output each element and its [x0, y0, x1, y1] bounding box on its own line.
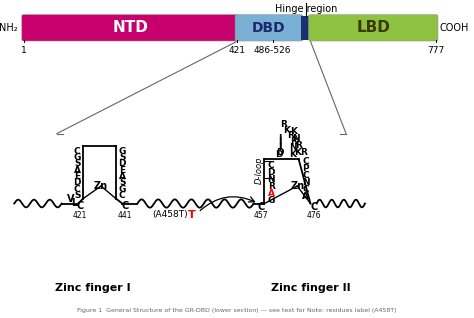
Text: Zn: Zn — [94, 181, 108, 191]
Text: D: D — [276, 148, 283, 157]
Text: D: D — [275, 150, 283, 159]
Text: R: R — [280, 121, 287, 129]
Text: C: C — [310, 202, 318, 212]
Text: G: G — [118, 185, 126, 194]
Text: I: I — [278, 137, 282, 146]
Text: N: N — [289, 143, 297, 152]
Text: N: N — [292, 134, 300, 143]
Text: Figure 1  General Structure of the GR-DBD (lower section) — see text for Note: r: Figure 1 General Structure of the GR-DBD… — [77, 308, 397, 313]
Text: Zinc finger II: Zinc finger II — [271, 283, 350, 293]
Text: K: K — [289, 150, 296, 159]
Text: A: A — [119, 172, 126, 181]
Text: C: C — [74, 185, 81, 194]
Text: KR: KR — [294, 148, 308, 157]
Text: (A458T): (A458T) — [152, 210, 188, 219]
Text: G: G — [118, 147, 126, 156]
Text: S: S — [119, 153, 126, 162]
Text: D: D — [118, 159, 126, 168]
Text: S: S — [74, 191, 81, 200]
Text: N: N — [267, 176, 275, 184]
Text: K: K — [291, 127, 297, 136]
FancyBboxPatch shape — [309, 15, 438, 41]
Text: NH₂: NH₂ — [0, 23, 18, 33]
Text: 476: 476 — [307, 211, 321, 220]
Text: C: C — [74, 147, 81, 156]
Text: C: C — [302, 185, 309, 194]
Text: 421: 421 — [228, 46, 246, 55]
Text: R: R — [287, 131, 294, 140]
Text: A: A — [302, 192, 309, 201]
Text: D: D — [73, 178, 81, 187]
Text: C: C — [77, 201, 84, 211]
Text: I: I — [278, 143, 282, 152]
Text: N: N — [302, 178, 310, 187]
Text: S: S — [119, 178, 126, 187]
Text: R: R — [268, 183, 274, 191]
Text: NTD: NTD — [112, 20, 148, 35]
Text: Zn: Zn — [290, 181, 304, 191]
Text: 441: 441 — [118, 211, 132, 219]
Text: Zinc finger I: Zinc finger I — [55, 283, 130, 293]
Text: C: C — [119, 191, 126, 200]
Text: COOH: COOH — [439, 23, 469, 33]
Text: G: G — [267, 197, 275, 205]
Text: K: K — [283, 126, 290, 135]
Text: 1: 1 — [21, 46, 27, 55]
Text: E: E — [119, 166, 125, 175]
Text: Hinge region: Hinge region — [274, 4, 337, 14]
Text: E: E — [74, 172, 80, 181]
FancyBboxPatch shape — [235, 15, 303, 41]
Text: 777: 777 — [428, 46, 445, 55]
Text: R: R — [295, 141, 302, 150]
Text: D: D — [267, 169, 275, 177]
Text: DBD: DBD — [252, 21, 286, 35]
Text: V: V — [67, 194, 75, 204]
FancyBboxPatch shape — [22, 15, 239, 41]
Text: G: G — [73, 153, 81, 162]
Text: C: C — [257, 202, 264, 212]
Text: 457: 457 — [254, 211, 268, 220]
Text: LBD: LBD — [356, 20, 390, 35]
Text: D-loop: D-loop — [255, 156, 264, 184]
Text: C: C — [268, 162, 274, 170]
Text: C: C — [302, 171, 309, 180]
Text: I: I — [278, 141, 282, 150]
Bar — [301, 16, 310, 40]
Text: 486-526: 486-526 — [254, 46, 292, 55]
Text: S: S — [74, 159, 81, 168]
Text: R: R — [290, 137, 297, 146]
Text: L: L — [71, 198, 77, 208]
Text: A: A — [268, 190, 274, 198]
Text: P: P — [302, 164, 309, 173]
Text: 421: 421 — [73, 211, 87, 219]
Text: T: T — [188, 210, 196, 220]
Text: C: C — [302, 157, 309, 166]
Text: C: C — [121, 201, 128, 211]
Text: I: I — [278, 134, 282, 143]
Text: A: A — [74, 166, 81, 175]
